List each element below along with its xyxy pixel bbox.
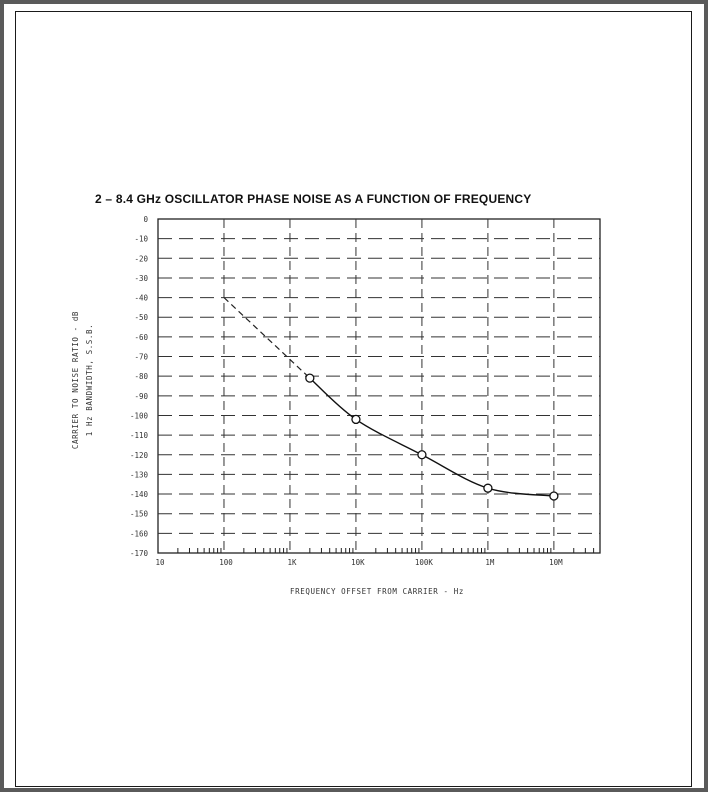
data-point-marker xyxy=(483,483,493,493)
y-tick-label: -100 xyxy=(130,411,149,420)
y-tick-label: -90 xyxy=(134,392,148,401)
y-tick-label: -20 xyxy=(134,254,148,263)
y-tick-label: -40 xyxy=(134,294,148,303)
y-tick-label: -10 xyxy=(134,235,148,244)
data-point-marker xyxy=(549,491,559,501)
y-tick-label: -170 xyxy=(130,549,149,558)
x-tick-label: 10M xyxy=(549,558,563,567)
y-tick-label: -160 xyxy=(130,529,149,538)
y-axis-label: CARRIER TO NOISE RATIO - dB xyxy=(71,311,80,449)
y-axis-label-bandwidth: 1 Hz BANDWIDTH, S.S.B. xyxy=(85,324,94,437)
chart-title: 2 – 8.4 GHz OSCILLATOR PHASE NOISE AS A … xyxy=(95,192,532,206)
y-tick-label: -110 xyxy=(130,431,149,440)
y-tick-label: -130 xyxy=(130,470,149,479)
y-tick-label: 0 xyxy=(143,215,148,224)
y-tick-label: -70 xyxy=(134,353,148,362)
data-point-marker xyxy=(351,414,361,425)
x-tick-label: 1K xyxy=(287,558,297,567)
x-tick-label: 1M xyxy=(485,558,495,567)
x-tick-label: 100 xyxy=(219,558,233,567)
data-point-marker xyxy=(417,450,427,460)
data-point-marker xyxy=(305,373,315,383)
y-tick-label: -50 xyxy=(134,313,148,322)
series-line-extrapolated xyxy=(223,297,311,379)
y-tick-label: -60 xyxy=(134,333,148,342)
x-tick-label: 10 xyxy=(155,558,165,567)
x-tick-label: 10K xyxy=(351,558,365,567)
x-axis-label: FREQUENCY OFFSET FROM CARRIER - Hz xyxy=(290,587,464,596)
plot-border xyxy=(157,218,601,554)
y-tick-label: -140 xyxy=(130,490,149,499)
y-tick-label: -30 xyxy=(134,274,148,283)
y-tick-label: -150 xyxy=(130,510,149,519)
figure-frame xyxy=(15,11,692,787)
y-tick-label: -120 xyxy=(130,451,149,460)
x-tick-label: 100K xyxy=(415,558,434,567)
y-tick-label: -80 xyxy=(134,372,148,381)
